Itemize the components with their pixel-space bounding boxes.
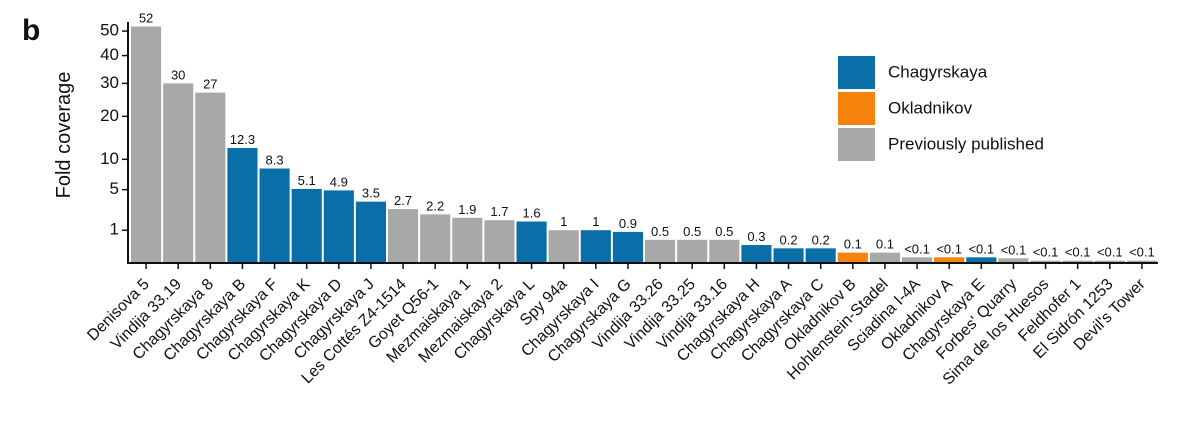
y-tick-label: 5 xyxy=(110,179,119,198)
bar xyxy=(259,168,290,263)
bar xyxy=(163,83,194,264)
bar xyxy=(805,248,836,263)
value-label: <0.1 xyxy=(1097,245,1123,260)
bar xyxy=(388,209,419,263)
bar xyxy=(677,239,708,263)
y-tick-label: 30 xyxy=(100,73,119,92)
value-label: 1.9 xyxy=(458,202,476,217)
bar xyxy=(484,220,515,263)
value-label: <0.1 xyxy=(1001,242,1027,257)
bar xyxy=(966,257,997,263)
bar xyxy=(998,258,1029,263)
bar xyxy=(902,257,933,263)
legend-swatch xyxy=(838,92,875,125)
y-tick-label: 20 xyxy=(100,106,119,125)
value-label: 5.1 xyxy=(298,173,316,188)
bar xyxy=(773,248,804,263)
bar xyxy=(1126,260,1157,263)
bar xyxy=(580,230,611,263)
value-label: 4.9 xyxy=(330,174,348,189)
bar xyxy=(323,190,354,263)
value-label: 0.5 xyxy=(715,224,733,239)
value-label: 0.1 xyxy=(876,237,894,252)
bar xyxy=(612,231,643,263)
bar xyxy=(420,214,451,263)
value-label: <0.1 xyxy=(1033,245,1059,260)
bar xyxy=(452,217,483,263)
value-label: 1 xyxy=(560,214,567,229)
bar xyxy=(548,230,579,263)
value-label: <0.1 xyxy=(1065,245,1091,260)
legend-label: Chagyrskaya xyxy=(888,62,988,81)
value-label: 27 xyxy=(203,77,217,92)
y-tick-label: 1 xyxy=(110,220,119,239)
bar xyxy=(131,26,162,264)
bar xyxy=(869,252,900,263)
bar xyxy=(1094,260,1125,263)
bar xyxy=(709,239,740,263)
bar xyxy=(291,188,322,263)
value-label: 12.3 xyxy=(230,132,255,147)
value-label: 1.6 xyxy=(523,206,541,221)
value-label: 2.7 xyxy=(394,193,412,208)
panel-label: b xyxy=(22,14,40,47)
value-label: <0.1 xyxy=(936,241,962,256)
value-label: 0.5 xyxy=(683,224,701,239)
value-label: 52 xyxy=(139,11,153,26)
value-label: 1 xyxy=(592,214,599,229)
bar xyxy=(1062,260,1093,263)
value-label: 0.1 xyxy=(844,237,862,252)
value-label: <0.1 xyxy=(1129,245,1155,260)
legend-swatch xyxy=(838,56,875,89)
bar xyxy=(645,239,676,263)
bar xyxy=(227,147,258,263)
bar xyxy=(934,257,965,263)
bar xyxy=(355,201,386,263)
bar xyxy=(837,252,868,263)
value-label: 0.9 xyxy=(619,216,637,231)
value-label: 30 xyxy=(171,67,185,82)
y-tick-label: 40 xyxy=(100,45,119,64)
value-label: <0.1 xyxy=(968,241,994,256)
bar xyxy=(516,221,547,263)
legend-label: Okladnikov xyxy=(888,98,973,117)
value-label: 1.7 xyxy=(490,204,508,219)
value-label: <0.1 xyxy=(904,241,930,256)
y-tick-label: 50 xyxy=(100,21,119,40)
value-label: 0.5 xyxy=(651,224,669,239)
bar xyxy=(195,92,226,263)
bar xyxy=(1030,260,1061,263)
value-label: 0.3 xyxy=(747,229,765,244)
value-label: 0.2 xyxy=(780,232,798,247)
value-label: 8.3 xyxy=(266,153,284,168)
value-label: 0.2 xyxy=(812,232,830,247)
value-label: 2.2 xyxy=(426,198,444,213)
y-tick-label: 10 xyxy=(100,149,119,168)
bar xyxy=(741,245,772,263)
legend-swatch xyxy=(838,128,875,161)
legend-label: Previously published xyxy=(888,134,1044,153)
y-axis-label: Fold coverage xyxy=(53,72,75,199)
value-label: 3.5 xyxy=(362,186,380,201)
